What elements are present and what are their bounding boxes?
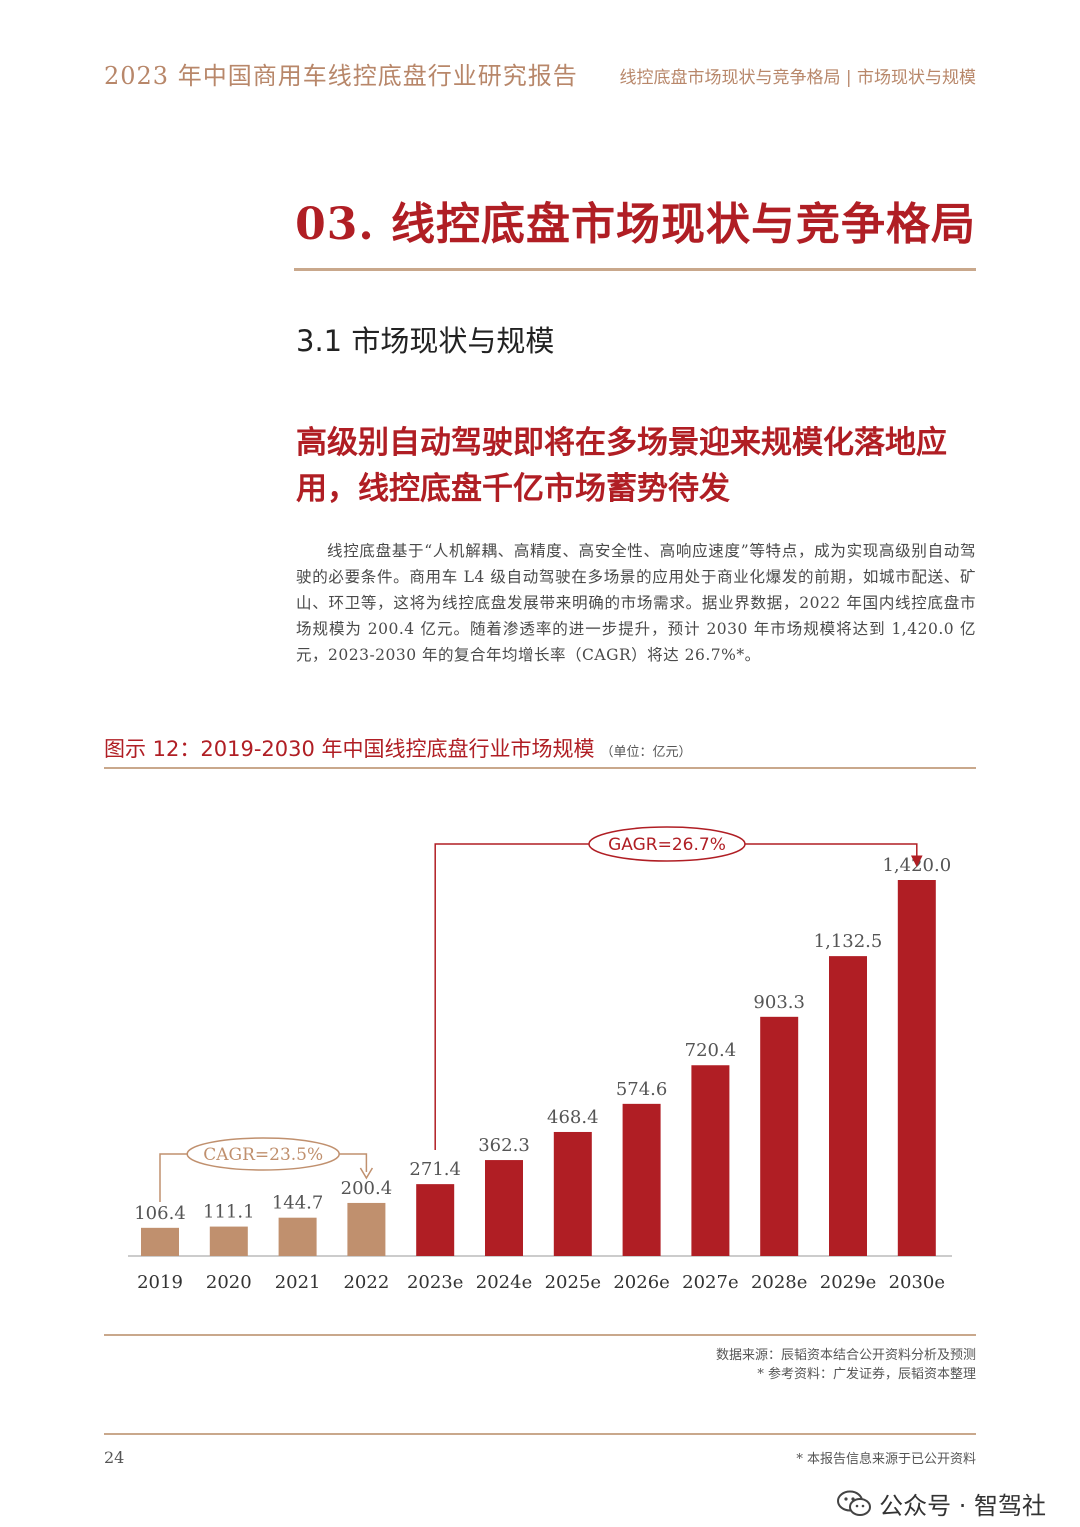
bar-2019 bbox=[141, 1227, 179, 1256]
figure-bottom-divider bbox=[104, 1334, 976, 1336]
page-number: 24 bbox=[104, 1448, 125, 1467]
cagr-hist-oval bbox=[186, 1137, 340, 1171]
bar-2020 bbox=[209, 1226, 248, 1256]
bar-2029e bbox=[829, 956, 867, 1256]
bar-2027e bbox=[691, 1065, 730, 1256]
cagr-forecast-arrow-icon bbox=[910, 855, 923, 868]
source-line: 数据来源：辰韬资本结合公开资料分析及预测 bbox=[715, 1348, 976, 1363]
value-label-2023e: 271.4 bbox=[409, 1159, 461, 1180]
bar-2025e bbox=[553, 1131, 592, 1256]
figure-unit: （单位：亿元） bbox=[600, 745, 692, 760]
figure-top-divider bbox=[104, 767, 976, 769]
wechat-icon bbox=[837, 1490, 872, 1516]
figure-source: 数据来源：辰韬资本结合公开资料分析及预测 * 参考资料：广发证券，辰韬资本整理 bbox=[716, 1346, 976, 1384]
value-label-2024e: 362.3 bbox=[478, 1135, 530, 1156]
bar-2021 bbox=[278, 1217, 317, 1256]
tick-label-2022: 2022 bbox=[343, 1272, 389, 1293]
cagr-forecast-oval bbox=[588, 826, 746, 862]
value-label-2027e: 720.4 bbox=[685, 1040, 737, 1061]
tick-label-2026e: 2026e bbox=[613, 1272, 669, 1293]
value-label-2026e: 574.6 bbox=[616, 1079, 668, 1100]
bar-2026e bbox=[622, 1103, 661, 1256]
cagr-hist-bracket-right bbox=[338, 1153, 368, 1172]
tick-label-2029e: 2029e bbox=[820, 1272, 876, 1293]
bar-2022 bbox=[347, 1202, 386, 1256]
tick-label-2023e: 2023e bbox=[407, 1272, 463, 1293]
footer-divider bbox=[104, 1433, 976, 1435]
value-label-2021: 144.7 bbox=[272, 1193, 324, 1214]
wechat-badge: 公众号 · 智驾社 bbox=[837, 1486, 1046, 1521]
bar-2024e bbox=[485, 1160, 523, 1256]
figure-caption: 图示 12：2019-2030 年中国线控底盘行业市场规模 （单位：亿元） bbox=[104, 733, 692, 763]
section-title: 03. 线控底盘市场现状与竞争格局 bbox=[295, 199, 976, 250]
tick-label-2027e: 2027e bbox=[682, 1272, 738, 1293]
bar-2030e bbox=[897, 880, 936, 1256]
breadcrumb: 线控底盘市场现状与竞争格局 | 市场现状与规模 bbox=[619, 68, 976, 88]
value-label-2020: 111.1 bbox=[203, 1202, 255, 1223]
bar-2028e bbox=[760, 1016, 799, 1256]
wechat-label: 公众号 · 智驾社 bbox=[879, 1492, 1046, 1520]
value-label-2022: 200.4 bbox=[341, 1178, 393, 1199]
tick-label-2028e: 2028e bbox=[751, 1272, 807, 1293]
cagr-hist-label: CAGR=23.5% bbox=[203, 1145, 323, 1165]
bar-2023e bbox=[416, 1184, 455, 1256]
body-paragraph: 线控底盘基于“人机解耦、高精度、高安全性、高响应速度”等特点，成为实现高级别自动… bbox=[296, 542, 976, 664]
tick-label-2021: 2021 bbox=[275, 1272, 321, 1293]
subsection-title: 3.1 市场现状与规模 bbox=[296, 324, 555, 358]
value-label-2028e: 903.3 bbox=[753, 992, 805, 1013]
value-label-2025e: 468.4 bbox=[547, 1107, 599, 1128]
value-label-2029e: 1,132.5 bbox=[814, 931, 883, 952]
cagr-hist-arrow-icon bbox=[359, 1167, 374, 1180]
cagr-forecast-bracket-left bbox=[434, 843, 591, 1150]
tick-label-2024e: 2024e bbox=[476, 1272, 532, 1293]
cagr-forecast-label: GAGR=26.7% bbox=[608, 835, 726, 855]
section-divider bbox=[294, 268, 976, 271]
reference-line: * 参考资料：广发证券，辰韬资本整理 bbox=[757, 1367, 976, 1382]
report-title: 2023 年中国商用车线控底盘行业研究报告 bbox=[104, 62, 578, 90]
footer-note: * 本报告信息来源于已公开资料 bbox=[796, 1452, 976, 1467]
body-paragraph-container: 线控底盘基于“人机解耦、高精度、高安全性、高响应速度”等特点，成为实现高级别自动… bbox=[296, 538, 976, 668]
headline: 高级别自动驾驶即将在多场景迎来规模化落地应用，线控底盘千亿市场蓄势待发 bbox=[296, 425, 947, 507]
cagr-hist-bracket-left bbox=[159, 1153, 189, 1202]
bar-chart: 106.4 2019 111.1 2020 144.7 2021 200.4 2022 271.… bbox=[128, 826, 952, 1293]
value-label-2019: 106.4 bbox=[134, 1203, 186, 1224]
tick-label-2025e: 2025e bbox=[545, 1272, 601, 1293]
figure-caption-text: 图示 12：2019-2030 年中国线控底盘行业市场规模 bbox=[104, 737, 595, 761]
tick-label-2020: 2020 bbox=[206, 1272, 252, 1293]
tick-label-2019: 2019 bbox=[137, 1272, 183, 1293]
tick-label-2030e: 2030e bbox=[889, 1272, 945, 1293]
